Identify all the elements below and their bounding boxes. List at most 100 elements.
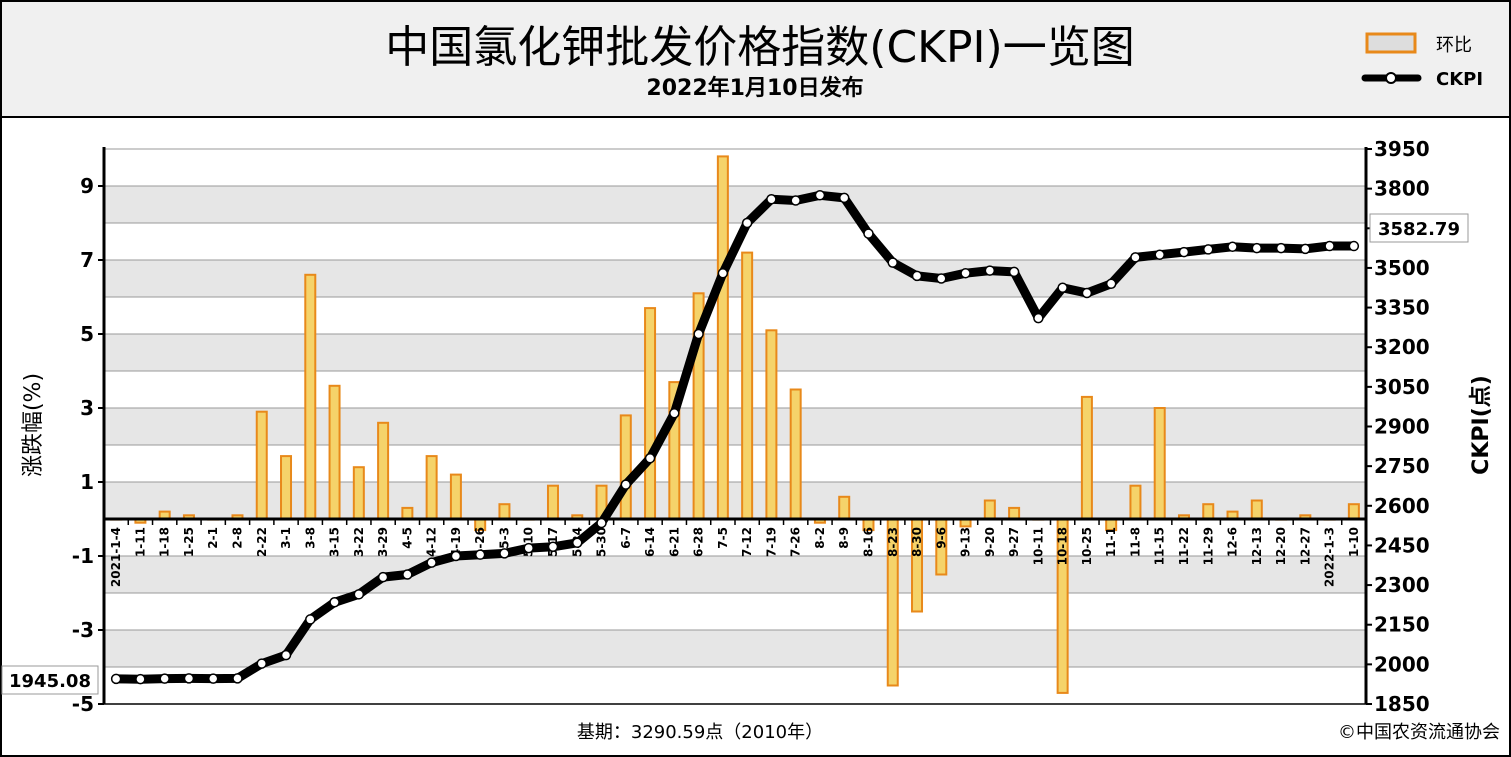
x-tick-label: 2021-1-4: [109, 527, 123, 587]
ckpi-point: [1105, 278, 1117, 290]
ckpi-point: [450, 550, 462, 562]
x-tick-label: 3-1: [279, 527, 293, 549]
y-right-tick-label: 2750: [1374, 454, 1430, 478]
y-right-tick-label: 3350: [1374, 296, 1430, 320]
x-tick-label: 11-15: [1153, 527, 1167, 565]
y-left-tick-label: 5: [80, 322, 94, 346]
x-tick-label: 8-16: [861, 527, 875, 557]
y-left-tick-label: -3: [72, 618, 94, 642]
bar: [377, 421, 390, 520]
ckpi-point: [499, 548, 510, 559]
ckpi-point: [1081, 287, 1093, 299]
ckpi-point: [984, 265, 996, 276]
x-tick-label: 3-22: [352, 527, 366, 557]
ckpi-point: [790, 195, 801, 206]
ckpi-point: [426, 557, 437, 568]
x-tick-label: 7-12: [740, 527, 754, 557]
bar: [255, 410, 268, 521]
ckpi-point: [1008, 266, 1020, 278]
ckpi-point: [1203, 244, 1214, 255]
legend-bar-label: 环比: [1436, 35, 1472, 56]
x-tick-label: 4-19: [449, 527, 463, 557]
bar: [619, 414, 632, 520]
ckpi-point: [838, 192, 850, 204]
y-right-tick-label: 2000: [1374, 652, 1430, 676]
ckpi-point: [936, 273, 947, 284]
ckpi-point: [159, 673, 170, 684]
bar: [1202, 503, 1215, 521]
legend-line-marker: [1385, 72, 1397, 84]
x-tick-label: 6-14: [643, 527, 657, 557]
y-right-tick-label: 3800: [1374, 177, 1430, 201]
bar: [328, 384, 341, 520]
ckpi-point: [814, 190, 826, 201]
bar: [1250, 499, 1263, 520]
ckpi-point: [669, 408, 680, 419]
ckpi-point: [280, 649, 292, 661]
chart-frame: [0, 116, 1511, 757]
bar: [1080, 395, 1093, 520]
x-tick-label: 9-27: [1007, 527, 1021, 557]
ckpi-point: [911, 270, 923, 282]
x-tick-label: 5-3: [497, 527, 511, 549]
bar: [1129, 484, 1142, 521]
bar: [280, 455, 293, 521]
ckpi-point: [1130, 252, 1141, 263]
bar: [1347, 503, 1360, 521]
ckpi-point: [1178, 246, 1190, 258]
ckpi-point: [232, 673, 243, 684]
bar: [425, 455, 438, 521]
bar: [304, 273, 317, 520]
bar: [352, 466, 365, 521]
bar: [983, 499, 996, 520]
x-tick-label: 3-15: [328, 527, 342, 557]
x-tick-label: 4-12: [425, 527, 439, 557]
first-value-label: 1945.08: [9, 671, 91, 692]
ckpi-point: [523, 542, 534, 554]
x-tick-label: 6-7: [619, 527, 633, 549]
ckpi-point: [887, 257, 898, 268]
x-tick-label: 4-26: [473, 527, 487, 557]
grid-band: [104, 556, 1366, 593]
x-tick-label: 12-27: [1298, 527, 1312, 565]
x-tick-label: 12-20: [1274, 527, 1288, 565]
ckpi-point: [305, 614, 316, 625]
bar: [1153, 407, 1166, 520]
ckpi-point: [135, 673, 146, 685]
y-right-tick-label: 2900: [1374, 415, 1430, 439]
x-tick-label: 2022-1-3: [1323, 527, 1337, 587]
x-axis-labels: 2021-1-4 1-11 1-18 1-25 2-1 2-8 2-22 3-1 3-8 3-15…: [109, 527, 1361, 587]
ckpi-point: [717, 267, 729, 279]
ckpi-point: [1275, 242, 1287, 254]
x-tick-label: 1-25: [182, 527, 196, 557]
grid-band: [104, 260, 1366, 297]
ckpi-point: [1300, 243, 1311, 255]
y-left-axis-title: 涨跌幅(%): [21, 373, 46, 477]
bar: [546, 484, 559, 521]
chart-title: 中国氯化钾批发价格指数(CKPI)一览图: [385, 22, 1134, 73]
ckpi-point: [207, 673, 219, 684]
x-tick-label: 7-5: [716, 527, 730, 549]
ckpi-point: [329, 597, 340, 608]
legend: 环比 CKPI: [1361, 32, 1483, 90]
x-tick-label: 7-26: [789, 527, 803, 557]
ckpi-point: [1251, 242, 1263, 254]
bar: [1008, 506, 1021, 520]
y-left-tick-label: 9: [80, 174, 94, 198]
y-right-tick-label: 3050: [1374, 375, 1430, 399]
ckpi-point: [741, 217, 753, 229]
ckpi-point: [1033, 312, 1044, 324]
x-tick-label: 7-19: [764, 527, 778, 557]
y-left-tick-label: -1: [72, 544, 94, 568]
grid-band: [104, 408, 1366, 445]
last-value-label: 3582.79: [1378, 219, 1460, 240]
ckpi-point: [256, 658, 267, 669]
bar: [789, 388, 802, 520]
line-series: [110, 190, 1360, 685]
y-right-tick-label: 2300: [1374, 573, 1430, 597]
y-right-tick-label: 3950: [1374, 137, 1430, 161]
y-right-tick-label: 2450: [1374, 533, 1430, 557]
x-tick-label: 10-11: [1031, 527, 1045, 565]
x-tick-label: 2-22: [255, 527, 269, 557]
grid-band: [104, 630, 1366, 667]
